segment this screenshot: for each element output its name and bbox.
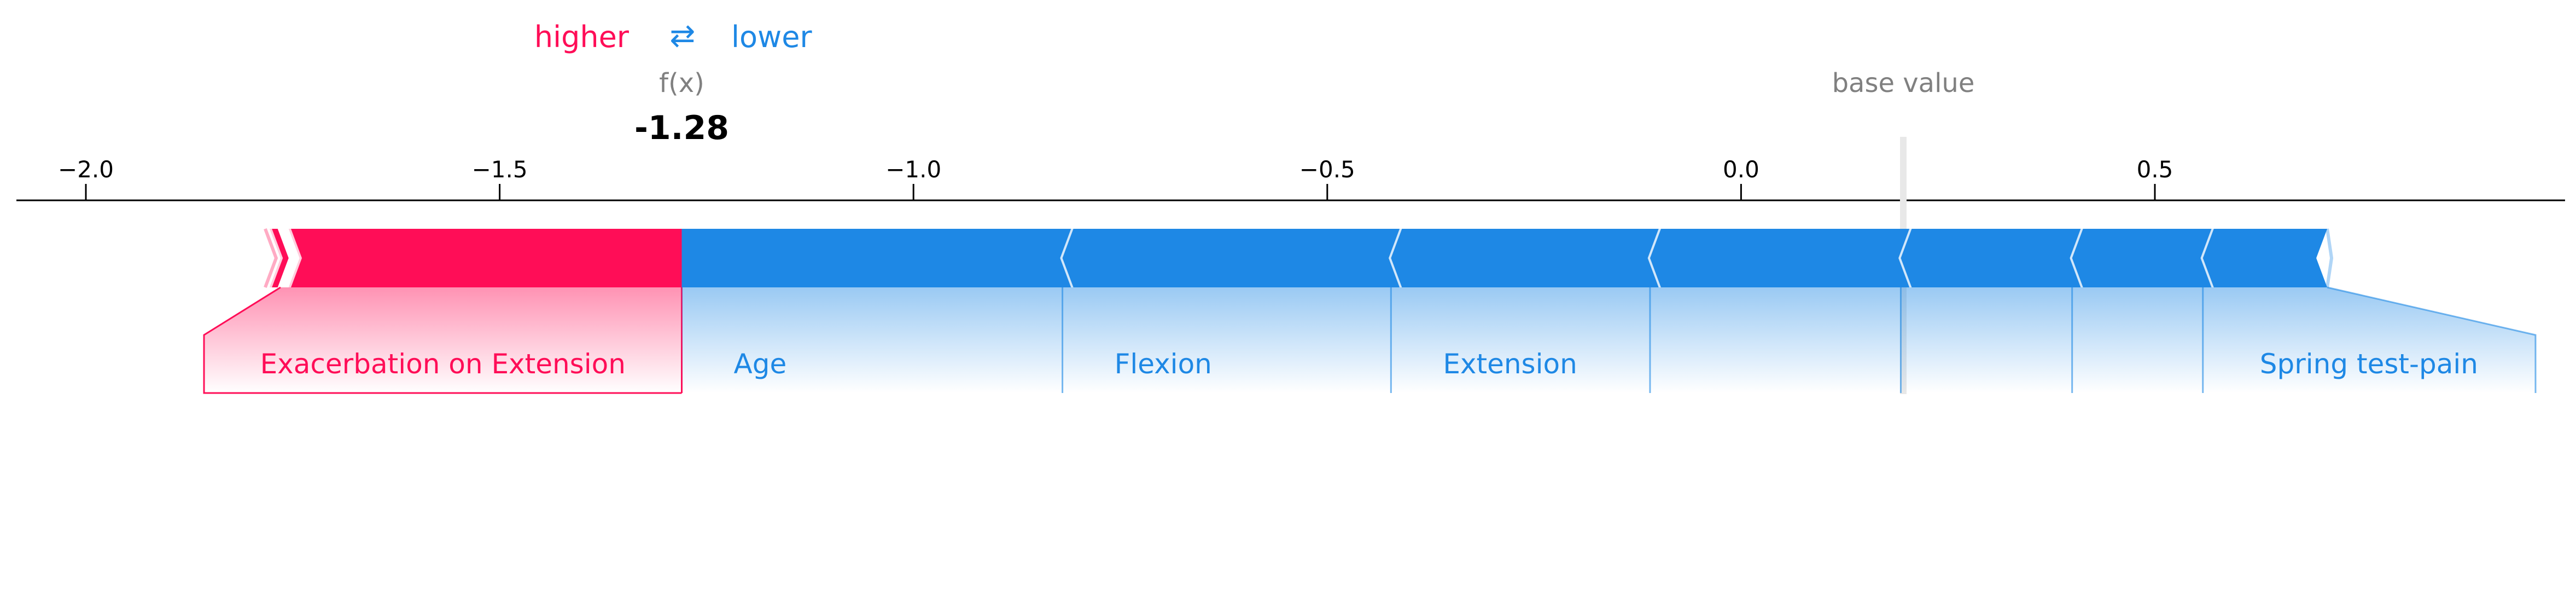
positive-force-bar (269, 229, 289, 287)
positive-force-edge (264, 228, 278, 288)
negative-label-border (2327, 286, 2537, 393)
x-axis-ticks: −2.0 −1.5 −1.0 −0.5 0.0 0.5 (58, 156, 2173, 200)
fx-label: f(x) (659, 68, 704, 99)
negative-feature-label: Spring test-pain (2260, 348, 2478, 380)
negative-feature-label: Extension (1443, 348, 1577, 380)
negative-force-bar (1901, 229, 2083, 287)
negative-label-region (681, 287, 2536, 393)
negative-feature-label: Flexion (1115, 348, 1212, 380)
base-value-label: base value (1832, 68, 1975, 99)
positive-force-separator (267, 228, 283, 288)
legend-lower: lower (731, 20, 812, 54)
positive-force-bar (288, 229, 682, 287)
x-tick-label: −1.5 (472, 156, 528, 183)
negative-force-bar (1650, 229, 1912, 287)
positive-feature-label: Exacerbation on Extension (260, 348, 626, 380)
legend-arrows-icon: ⇄ (670, 18, 696, 54)
x-tick-label: 0.0 (1723, 156, 1759, 183)
positive-force-separator (286, 228, 302, 288)
negative-force-bar (2072, 229, 2214, 287)
negative-force-edge (2326, 228, 2334, 288)
x-tick-label: 0.5 (2137, 156, 2173, 183)
fx-value: -1.28 (634, 109, 729, 147)
positive-label-region (204, 287, 682, 393)
positive-label-border (203, 286, 682, 394)
negative-force-bar (1391, 229, 1661, 287)
legend-higher: higher (534, 20, 630, 54)
x-tick-label: −1.0 (885, 156, 941, 183)
negative-feature-label: Age (734, 348, 787, 380)
negative-force-bar (681, 229, 1074, 287)
negative-force-bar (1062, 229, 1402, 287)
negative-force-bar (2202, 229, 2328, 287)
x-tick-label: −2.0 (58, 156, 114, 183)
x-tick-label: −0.5 (1299, 156, 1355, 183)
force-bars: Exacerbation on Extension Age Flexion Exten… (203, 228, 2537, 394)
